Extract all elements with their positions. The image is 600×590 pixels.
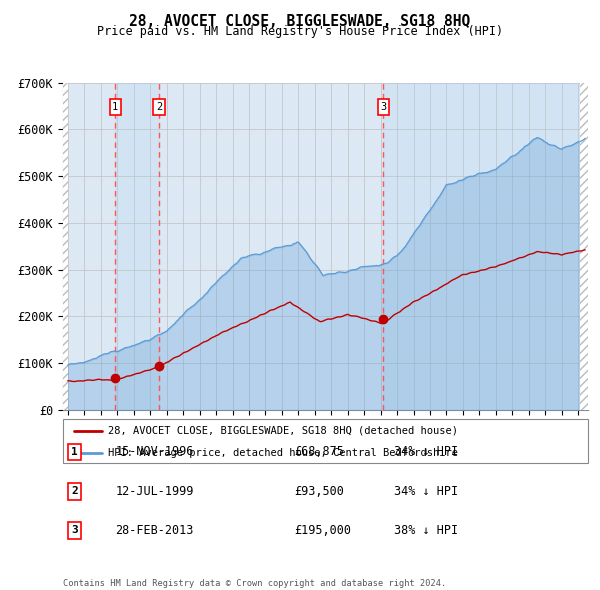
Text: 1: 1 [112,102,118,112]
Text: £195,000: £195,000 [294,524,351,537]
Text: 38% ↓ HPI: 38% ↓ HPI [394,524,458,537]
Text: 34% ↓ HPI: 34% ↓ HPI [394,485,458,498]
Text: 34% ↓ HPI: 34% ↓ HPI [394,445,458,458]
Text: £93,500: £93,500 [294,485,344,498]
Text: 2: 2 [71,487,78,496]
Text: Contains HM Land Registry data © Crown copyright and database right 2024.
This d: Contains HM Land Registry data © Crown c… [63,579,446,590]
Text: 2: 2 [156,102,162,112]
Text: HPI: Average price, detached house, Central Bedfordshire: HPI: Average price, detached house, Cent… [107,448,458,458]
Text: 3: 3 [71,526,78,535]
Text: £68,875: £68,875 [294,445,344,458]
Text: 28-FEB-2013: 28-FEB-2013 [115,524,194,537]
Text: 12-JUL-1999: 12-JUL-1999 [115,485,194,498]
Text: 28, AVOCET CLOSE, BIGGLESWADE, SG18 8HQ: 28, AVOCET CLOSE, BIGGLESWADE, SG18 8HQ [130,14,470,29]
Bar [580,83,588,410]
Text: 15-NOV-1996: 15-NOV-1996 [115,445,194,458]
Text: Price paid vs. HM Land Registry's House Price Index (HPI): Price paid vs. HM Land Registry's House … [97,25,503,38]
Text: 3: 3 [380,102,386,112]
Bar [115,83,159,410]
FancyBboxPatch shape [63,419,588,463]
Bar [580,83,588,410]
Text: 1: 1 [71,447,78,457]
Text: 28, AVOCET CLOSE, BIGGLESWADE, SG18 8HQ (detached house): 28, AVOCET CLOSE, BIGGLESWADE, SG18 8HQ … [107,426,458,436]
Bar [63,83,68,410]
Bar [383,83,588,410]
Bar [63,83,68,410]
